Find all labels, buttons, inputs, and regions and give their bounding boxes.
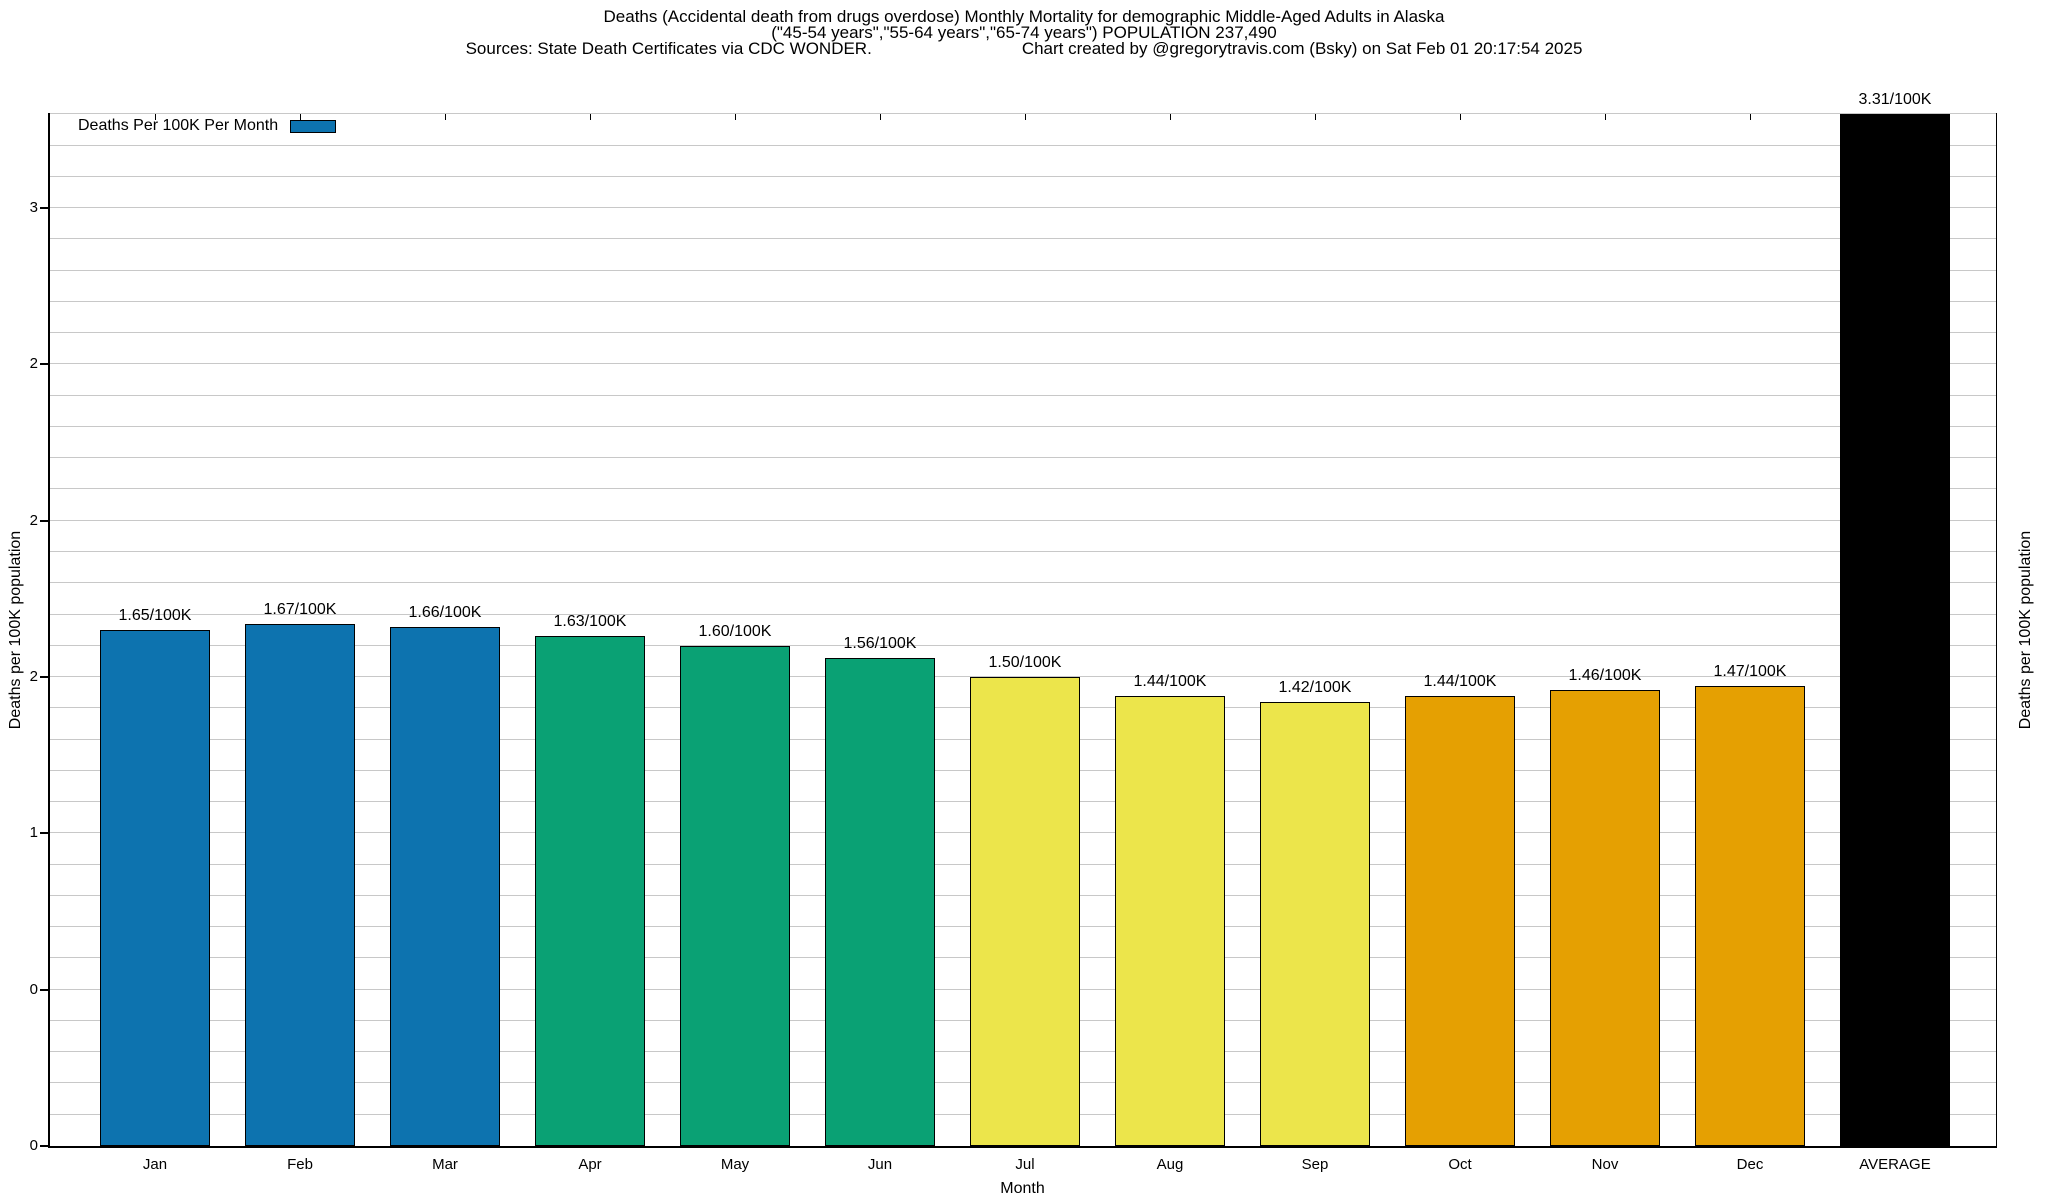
bar-value-label: 1.60/100K <box>698 623 772 640</box>
gridline <box>50 270 1996 271</box>
sources-note: Sources: State Death Certificates via CD… <box>465 39 872 58</box>
bar-jan <box>100 630 210 1146</box>
x-tick-label: Oct <box>1448 1156 1472 1173</box>
x-tick-label: Mar <box>432 1156 458 1173</box>
gridline <box>50 238 1996 239</box>
x-tick-label: May <box>720 1156 750 1173</box>
gridline <box>50 582 1996 583</box>
y-axis-label-right: Deaths per 100K population <box>2017 530 2034 730</box>
chart-title-line1: Deaths (Accidental death from drugs over… <box>603 7 1445 26</box>
top-tick-mark <box>590 114 591 120</box>
bar-dec <box>1695 686 1805 1146</box>
x-tick-label: Jun <box>867 1156 893 1173</box>
top-tick-mark <box>735 114 736 120</box>
top-tick-mark <box>1315 114 1316 120</box>
bar-mar <box>390 627 500 1146</box>
gridline <box>50 551 1996 552</box>
x-tick-label: Apr <box>578 1156 602 1173</box>
y-tick-mark <box>40 989 50 991</box>
top-tick-mark <box>880 114 881 120</box>
gridline <box>50 332 1996 333</box>
bar-sep <box>1260 702 1370 1146</box>
y-tick-mark <box>40 1145 50 1147</box>
y-tick-mark <box>40 520 50 522</box>
gridline <box>50 520 1996 521</box>
top-tick-mark <box>1025 114 1026 120</box>
bar-value-label: 1.42/100K <box>1278 679 1352 696</box>
bar-value-label: 1.67/100K <box>263 601 337 618</box>
bar-value-label: 1.46/100K <box>1568 667 1642 684</box>
x-tick-label: Dec <box>1736 1156 1764 1173</box>
y-tick-label: 2 <box>29 355 38 372</box>
x-tick-label: AVERAGE <box>1859 1156 1931 1173</box>
x-tick-label: Jan <box>142 1156 168 1173</box>
bar-value-label: 1.63/100K <box>553 613 627 630</box>
x-tick-label: Jul <box>1015 1156 1035 1173</box>
gridline <box>50 301 1996 302</box>
y-tick-label: 2 <box>29 668 38 685</box>
gridline <box>50 176 1996 177</box>
gridline <box>50 457 1996 458</box>
gridline <box>50 645 1996 646</box>
y-tick-label: 1 <box>29 824 38 841</box>
plot-area: 1.65/100K 1.67/100K 1.66/100K 1.63/100K 1.60… <box>30 91 1997 1173</box>
top-tick-mark <box>1605 114 1606 120</box>
bar-feb <box>245 624 355 1146</box>
bar-value-label: 1.66/100K <box>408 604 482 621</box>
bar-jun <box>825 658 935 1146</box>
x-tick-label: Aug <box>1156 1156 1184 1173</box>
bar-nov <box>1550 690 1660 1146</box>
gridline <box>50 395 1996 396</box>
y-tick-label: 0 <box>29 981 38 998</box>
x-axis-label: Month <box>1000 1180 1045 1197</box>
bar-aug <box>1115 696 1225 1146</box>
y-tick-label: 0 <box>29 1137 38 1154</box>
x-tick-label: Feb <box>287 1156 313 1173</box>
legend: Deaths Per 100K Per Month <box>78 117 337 135</box>
top-tick-mark <box>1170 114 1171 120</box>
top-tick-mark <box>445 114 446 120</box>
y-tick-mark <box>40 676 50 678</box>
legend-swatch-icon <box>290 119 337 133</box>
y-axis-label-left: Deaths per 100K population <box>7 530 24 730</box>
chart-titles: Deaths (Accidental death from drugs over… <box>0 7 2048 58</box>
chart-title-line3: Sources: State Death Certificates via CD… <box>0 39 2048 58</box>
x-tick-label: Sep <box>1301 1156 1329 1173</box>
top-tick-mark <box>1895 114 1896 120</box>
bar-value-label: 3.31/100K <box>1858 91 1932 108</box>
gridline <box>50 113 1996 114</box>
y-tick-label: 3 <box>29 199 38 216</box>
legend-label: Deaths Per 100K Per Month <box>78 117 279 134</box>
y-tick-mark <box>40 207 50 209</box>
gridline <box>50 614 1996 615</box>
gridline <box>50 145 1996 146</box>
y-tick-label: 2 <box>29 512 38 529</box>
bar-oct <box>1405 696 1515 1146</box>
bar-value-label: 1.47/100K <box>1713 663 1787 680</box>
bar-value-label: 1.65/100K <box>118 607 192 624</box>
bar-may <box>680 646 790 1146</box>
x-tick-label: Nov <box>1591 1156 1619 1173</box>
y-tick-mark <box>40 363 50 365</box>
gridline <box>50 207 1996 208</box>
y-tick-mark <box>40 832 50 834</box>
bar-average <box>1840 114 1950 1146</box>
bar-value-label: 1.56/100K <box>843 635 917 652</box>
top-tick-mark <box>155 114 156 120</box>
gridline <box>50 488 1996 489</box>
bar-value-label: 1.44/100K <box>1133 673 1207 690</box>
bar-value-label: 1.50/100K <box>988 654 1062 671</box>
chart-title-line2: ("45-54 years","55-64 years","65-74 year… <box>771 23 1277 42</box>
gridline <box>50 363 1996 364</box>
top-tick-mark <box>1750 114 1751 120</box>
bar-apr <box>535 636 645 1146</box>
top-tick-mark <box>1460 114 1461 120</box>
credit-note: Chart created by @gregorytravis.com (Bsk… <box>1021 39 1583 58</box>
bar-value-label: 1.44/100K <box>1423 673 1497 690</box>
gridline <box>50 426 1996 427</box>
bar-jul <box>970 677 1080 1146</box>
gridline <box>50 676 1996 677</box>
top-tick-mark <box>300 114 301 120</box>
